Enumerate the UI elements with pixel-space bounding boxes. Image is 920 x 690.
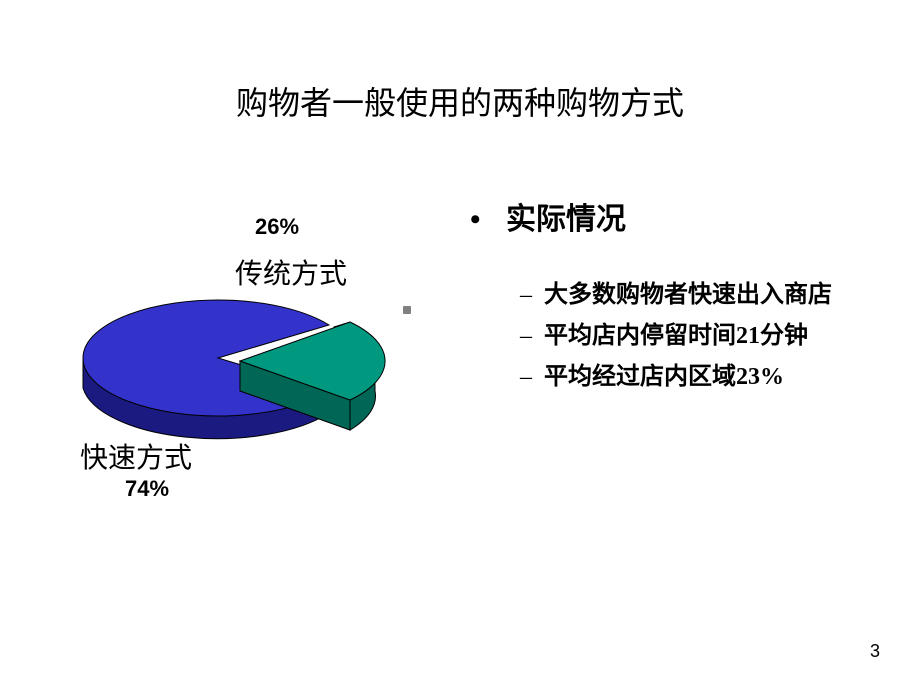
- list-item: 平均店内停留时间21分钟: [520, 319, 880, 354]
- slice-large-label: 快速方式: [80, 436, 192, 476]
- section-heading: 实际情况: [470, 194, 880, 238]
- slice-small-percent: 26%: [255, 214, 299, 240]
- chart-column: 26% 传统方式 快速方式 74%: [0, 194, 470, 400]
- list-item: 大多数购物者快速出入商店: [520, 278, 880, 313]
- slide-title: 购物者一般使用的两种购物方式: [0, 0, 920, 124]
- slice-large-percent: 74%: [125, 476, 169, 502]
- bullet-list: 大多数购物者快速出入商店 平均店内停留时间21分钟 平均经过店内区域23%: [470, 278, 880, 394]
- cursor-dot-icon: [403, 306, 411, 314]
- content-row: 26% 传统方式 快速方式 74%: [0, 194, 920, 400]
- page-number: 3: [870, 641, 880, 662]
- text-column: 实际情况 大多数购物者快速出入商店 平均店内停留时间21分钟 平均经过店内区域2…: [470, 194, 920, 400]
- list-item: 平均经过店内区域23%: [520, 360, 880, 395]
